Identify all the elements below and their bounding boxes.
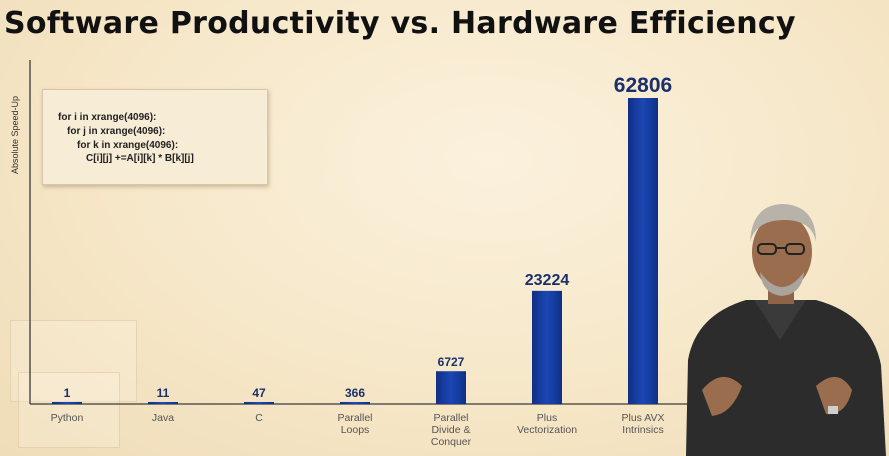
x-tick-label-4-1: Divide & — [431, 424, 470, 436]
x-tick-label-3-0: Parallel — [337, 412, 372, 424]
x-tick-label-6-0: Plus AVX — [622, 412, 665, 424]
x-tick-label-1-0: Java — [152, 412, 174, 424]
value-label-6: 62806 — [614, 74, 672, 97]
value-label-2: 47 — [252, 386, 266, 400]
x-tick-label-4-2: Conquer — [431, 436, 472, 448]
bar-4 — [436, 371, 466, 404]
bar-0 — [52, 402, 82, 404]
bar-1 — [148, 402, 178, 404]
value-label-4: 6727 — [438, 355, 465, 369]
value-label-0: 1 — [64, 386, 71, 400]
x-tick-label-3-1: Loops — [341, 424, 370, 436]
y-axis-label: Absolute Speed-Up — [10, 96, 20, 174]
code-line-3: for k in xrange(4096): — [77, 140, 179, 151]
x-tick-label-2-0: C — [255, 412, 263, 424]
bar-6 — [628, 98, 658, 404]
bar-2 — [244, 402, 274, 404]
presenter-photo — [686, 204, 886, 456]
bar-3 — [340, 402, 370, 404]
code-line-1: for i in xrange(4096): — [58, 112, 157, 123]
x-tick-label-0-0: Python — [51, 412, 84, 424]
x-tick-label-4-0: Parallel — [433, 412, 468, 424]
code-snippet: for i in xrange(4096): for j in xrange(4… — [42, 89, 268, 185]
chart-title: Software Productivity vs. Hardware Effic… — [4, 6, 796, 41]
decorative-panel — [18, 372, 120, 448]
code-line-2: for j in xrange(4096): — [67, 126, 166, 137]
value-label-1: 11 — [157, 386, 170, 400]
x-tick-label-5-0: Plus — [537, 412, 557, 424]
value-label-5: 23224 — [525, 272, 570, 289]
bar-5 — [532, 290, 562, 404]
code-line-4: C[i][j] +=A[i][k] * B[k][j] — [86, 153, 194, 164]
x-tick-label-6-1: Intrinsics — [622, 424, 663, 436]
x-tick-label-5-1: Vectorization — [517, 424, 577, 436]
value-label-3: 366 — [345, 386, 365, 400]
decorative-panel — [10, 320, 137, 402]
